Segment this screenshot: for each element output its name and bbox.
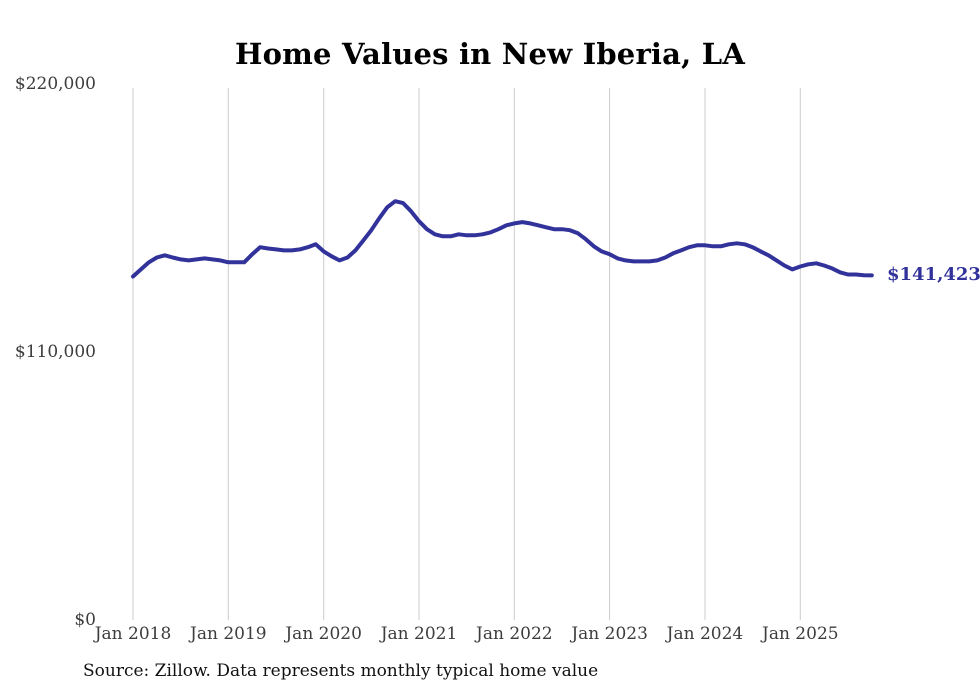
x-axis-tick-jan-2020: Jan 2020 [285, 624, 362, 644]
source-attribution: Source: Zillow. Data represents monthly … [83, 661, 599, 681]
x-axis-tick-jan-2023: Jan 2023 [571, 624, 648, 644]
x-axis-tick-jan-2024: Jan 2024 [666, 624, 744, 644]
x-axis-tick-jan-2021: Jan 2021 [380, 624, 458, 644]
x-axis-tick-jan-2018: Jan 2018 [94, 624, 172, 644]
x-axis-tick-jan-2025: Jan 2025 [762, 624, 839, 644]
y-axis-tick-220000: $220,000 [14, 74, 96, 94]
y-axis-tick-110000: $110,000 [14, 342, 96, 362]
x-axis-tick-jan-2022: Jan 2022 [476, 624, 553, 644]
home-value-line [131, 199, 874, 279]
current-value-label: $141,423 [887, 264, 980, 286]
y-axis-tick-0: $0 [74, 610, 96, 630]
chart-title: Home Values in New Iberia, LA [234, 37, 746, 71]
x-axis-tick-jan-2019: Jan 2019 [190, 624, 267, 644]
